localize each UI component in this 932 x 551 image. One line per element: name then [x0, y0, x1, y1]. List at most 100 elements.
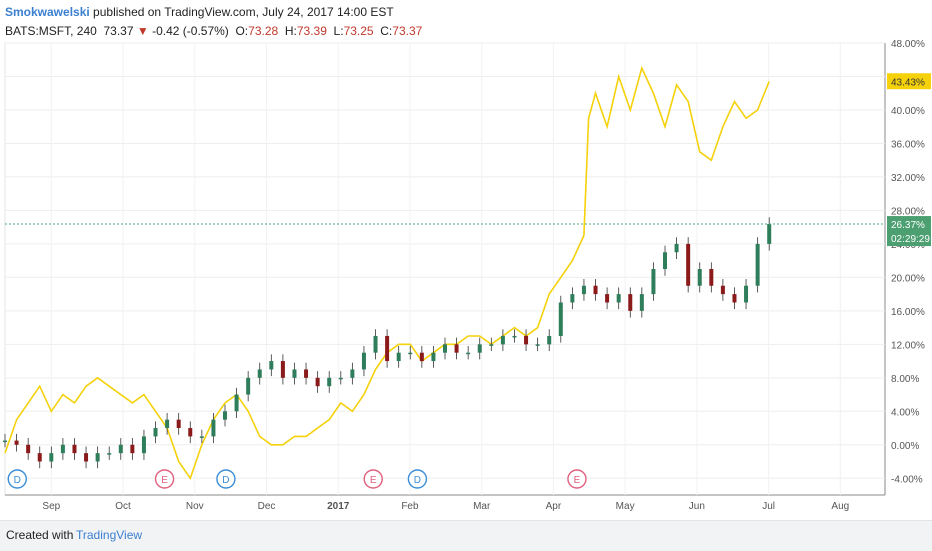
x-tick-label: Mar [473, 501, 491, 512]
event-badge [567, 469, 587, 489]
candle [315, 377, 320, 387]
compare-series [4, 65, 770, 481]
symbol-label: BATS:MSFT, 240 [5, 24, 97, 38]
y-tick-label: 4.00% [891, 407, 919, 418]
y-tick-label: 36.00% [891, 139, 925, 150]
candle [593, 285, 598, 295]
candle [130, 444, 135, 454]
candle [628, 294, 633, 311]
x-tick-label: 2017 [327, 501, 350, 512]
y-axis: 48.00%44.00%40.00%36.00%32.00%28.00%24.0… [891, 40, 925, 485]
candle [269, 361, 274, 370]
close-label: C: [380, 24, 393, 38]
down-arrow-icon: ▼ [136, 24, 149, 38]
last-value-label: 26.37% [891, 220, 925, 231]
candle [408, 352, 413, 355]
candle [165, 419, 170, 429]
author-link[interactable]: Smokwawelski [5, 5, 90, 19]
x-tick-label: Oct [115, 501, 131, 512]
candle [732, 294, 737, 303]
candle [14, 440, 19, 445]
x-tick-label: Dec [258, 501, 276, 512]
event-badge-label: E [370, 475, 377, 486]
candle [72, 444, 77, 454]
y-tick-label: 12.00% [891, 340, 925, 351]
candle [477, 344, 482, 353]
high-label: H: [284, 24, 297, 38]
event-badge-label: E [574, 475, 581, 486]
x-tick-label: Feb [401, 501, 419, 512]
tradingview-link[interactable]: TradingView [76, 528, 143, 542]
publish-info: Smokwawelski published on TradingView.co… [5, 4, 394, 20]
candle [141, 436, 146, 454]
price-labels: 43.43% 26.37% 02:29:29 [5, 73, 931, 247]
y-tick-label: 48.00% [891, 40, 925, 50]
candle [234, 394, 239, 412]
candle [385, 335, 390, 362]
candle [304, 369, 309, 378]
candle [686, 243, 691, 286]
candle [223, 411, 227, 420]
candle [176, 419, 181, 429]
event-badge-label: D [14, 475, 21, 486]
x-tick-label: Aug [831, 501, 849, 512]
candle [663, 252, 667, 269]
y-tick-label: -4.00% [891, 474, 923, 485]
candle [60, 444, 65, 454]
candle [3, 440, 7, 443]
event-badge [154, 469, 175, 489]
candle [327, 377, 332, 387]
candle [466, 352, 471, 355]
candle [84, 453, 89, 462]
event-badge-label: D [414, 475, 421, 486]
candle [443, 344, 447, 353]
candle [709, 269, 714, 286]
candle [512, 335, 517, 338]
candle [431, 352, 436, 362]
low-value: 73.25 [343, 24, 374, 38]
symbol-quote: BATS:MSFT, 240 73.37 ▼ -0.42 (-0.57%) O:… [5, 23, 422, 39]
candle [524, 335, 529, 345]
event-badge-label: E [161, 475, 168, 486]
candle [616, 294, 621, 303]
low-label: L: [333, 24, 344, 38]
candle [755, 243, 760, 286]
candle [767, 224, 772, 244]
candle [500, 335, 505, 345]
candle [95, 453, 100, 462]
x-tick-label: Sep [42, 501, 60, 512]
compare-line [4, 65, 770, 481]
candle [37, 453, 42, 462]
compare-value-label: 43.43% [891, 77, 925, 88]
y-tick-label: 28.00% [891, 206, 925, 217]
price-chart[interactable]: 48.00%44.00%40.00%36.00%32.00%28.00%24.0… [0, 40, 932, 520]
candle [246, 377, 251, 395]
candle [489, 344, 494, 346]
candle [639, 294, 644, 311]
candle [280, 361, 285, 378]
y-tick-label: 20.00% [891, 273, 925, 284]
event-badge-label: D [222, 475, 229, 486]
candle [744, 285, 749, 303]
plot-frame [4, 42, 886, 496]
x-tick-label: Apr [546, 501, 562, 512]
candle [605, 294, 610, 303]
candle [211, 419, 216, 437]
candle [49, 453, 54, 462]
candle [547, 335, 552, 345]
x-tick-label: May [616, 501, 635, 512]
candle [257, 369, 262, 378]
candle [188, 428, 193, 437]
footer-bar: Created with TradingView [0, 520, 932, 551]
countdown-label: 02:29:29 [891, 234, 930, 245]
candle [153, 428, 158, 437]
candle [697, 269, 702, 286]
y-tick-label: 32.00% [891, 173, 925, 184]
candle [199, 436, 204, 438]
last-value-badge [887, 216, 931, 247]
candle [570, 294, 575, 303]
x-axis: Sep Oct Nov Dec 2017 Feb Mar Apr May Jun Jul Aug [42, 501, 849, 512]
candle [361, 352, 366, 370]
y-tick-label: 40.00% [891, 106, 925, 117]
